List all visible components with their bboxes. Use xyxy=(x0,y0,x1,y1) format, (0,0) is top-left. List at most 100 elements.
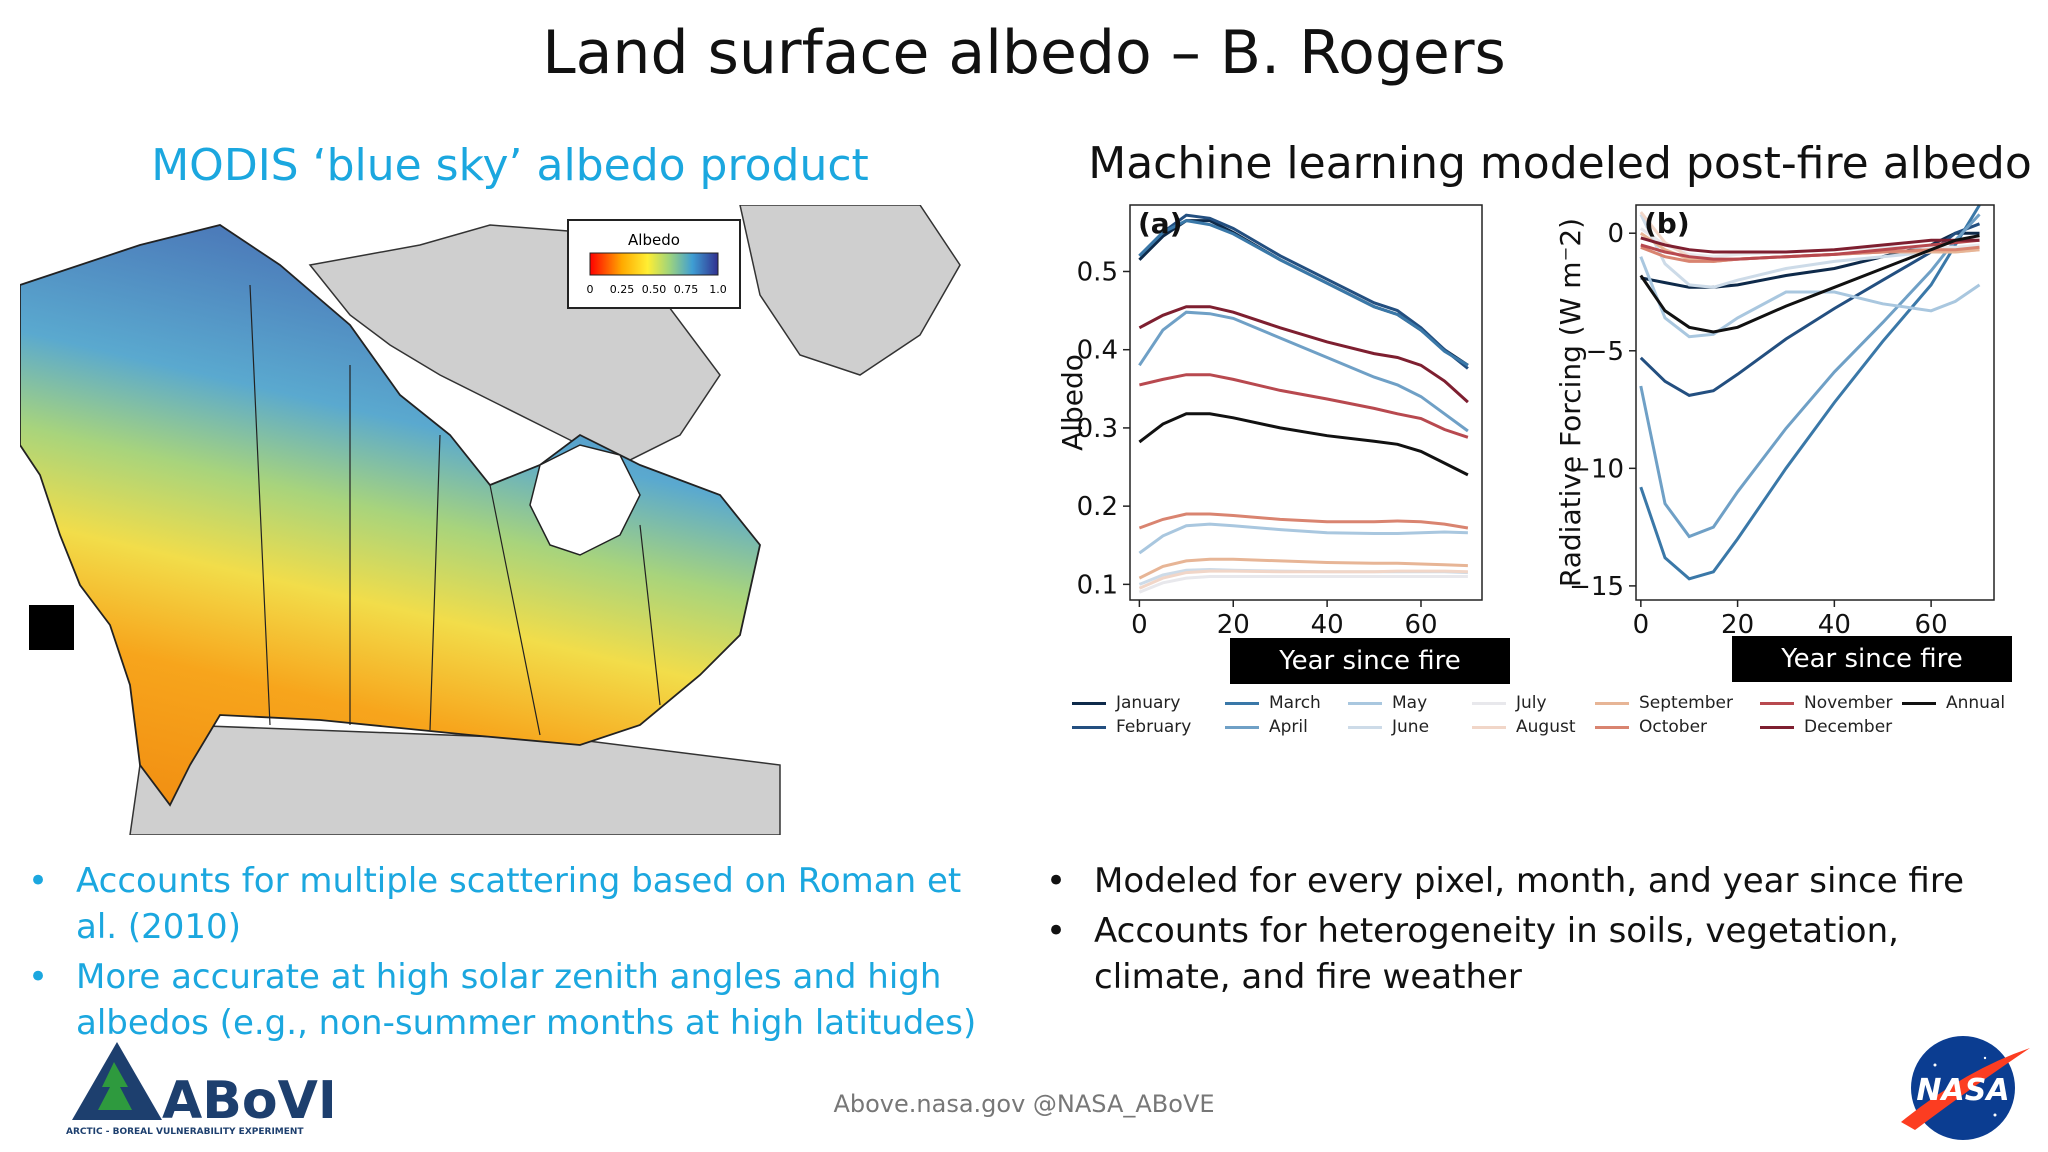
chart-a-xtick-label: 20 xyxy=(1217,610,1250,640)
chart-b-series xyxy=(1639,204,1981,581)
colorbar-tick-label: 0.25 xyxy=(610,283,635,296)
chart-a-line-september xyxy=(1138,557,1468,580)
legend-label: February xyxy=(1116,717,1192,737)
legend-label: June xyxy=(1392,717,1430,737)
province-borders xyxy=(249,284,661,736)
legend-item-november: November xyxy=(1760,692,1892,714)
chart-a-line-july xyxy=(1138,575,1468,594)
canada-alaska-land xyxy=(19,224,761,807)
greenland xyxy=(739,204,961,376)
svg-text:NASA: NASA xyxy=(1916,1073,2009,1108)
chart-b-panel-label: (b) xyxy=(1644,207,1690,240)
legend-item-january: January xyxy=(1072,692,1180,714)
chart-a-ytick-label: 0.5 xyxy=(1077,257,1118,287)
albedo-charts: 0 20 40 60 0.1 0.2 0.3 0.4 0.5 Albedo (a) 0 20 40 60 0−… xyxy=(1040,200,2040,760)
chart-b-xtick-label: 60 xyxy=(1915,610,1948,640)
left-bullets: Accounts for multiple scattering based o… xyxy=(20,858,1010,1050)
albedo-map: Albedo 0 0.25 0.50 0.75 1.0 xyxy=(19,204,1000,836)
chart-a-ytick-label: 0.1 xyxy=(1077,570,1118,600)
colorbar-tick-label: 0 xyxy=(587,283,594,296)
legend-item-august: August xyxy=(1472,716,1576,738)
chart-a-line-november xyxy=(1139,373,1469,439)
colorbar-tick-label: 1.0 xyxy=(709,283,727,296)
legend-swatch xyxy=(1760,701,1794,705)
legend-swatch xyxy=(1072,701,1106,705)
chart-legend: January February March April May June July Augu… xyxy=(1060,692,2020,752)
chart-a-line-december xyxy=(1138,305,1469,404)
footer-text: Above.nasa.gov @NASA_ABoVE xyxy=(833,1090,1215,1118)
svg-text:ARCTIC - BOREAL VULNERABILITY: ARCTIC - BOREAL VULNERABILITY EXPERIMENT xyxy=(66,1127,304,1137)
legend-label: Annual xyxy=(1946,693,2006,713)
chart-a-line-february xyxy=(1138,213,1469,370)
legend-swatch xyxy=(1595,701,1629,705)
chart-a-ytick-label: 0.2 xyxy=(1077,492,1118,522)
legend-item-december: December xyxy=(1760,716,1892,738)
chart-a-line-may xyxy=(1138,522,1468,555)
legend-item-may: May xyxy=(1348,692,1427,714)
chart-b-line-december xyxy=(1640,236,1980,254)
colorbar-tick-label: 0.75 xyxy=(674,283,699,296)
legend-label: October xyxy=(1639,717,1708,737)
left-bullet-2: More accurate at high solar zenith angle… xyxy=(20,954,1010,1046)
legend-swatch xyxy=(1072,725,1106,729)
chart-a-line-october xyxy=(1138,512,1469,530)
chart-b-xtick-label: 0 xyxy=(1633,610,1650,640)
chart-b-frame xyxy=(1635,204,1995,601)
legend-label: July xyxy=(1516,693,1547,713)
map-marker-square xyxy=(29,605,74,650)
right-bullet-2: Accounts for heterogeneity in soils, veg… xyxy=(1038,908,2018,1000)
chart-a-ytick-label: 0.4 xyxy=(1077,336,1118,366)
legend-item-february: February xyxy=(1072,716,1191,738)
svg-text:ABoVE: ABoVE xyxy=(162,1071,332,1131)
chart-a-panel-label: (a) xyxy=(1138,207,1183,240)
legend-swatch xyxy=(1595,725,1629,729)
right-subtitle: Machine learning modeled post-fire albed… xyxy=(1088,138,2032,189)
legend-label: April xyxy=(1269,717,1308,737)
usa-region xyxy=(129,724,781,836)
colorbar-tick-label: 0.50 xyxy=(642,283,667,296)
chart-b-ytick-label: −15 xyxy=(1569,572,1624,602)
legend-swatch xyxy=(1472,725,1506,729)
legend-item-september: September xyxy=(1595,692,1733,714)
chart-b-ylabel: Radiative Forcing (W m⁻2) xyxy=(1554,218,1587,587)
above-logo: ABoVE ARCTIC - BOREAL VULNERABILITY EXPE… xyxy=(62,1032,353,1137)
colorbar-ticks: 0 0.25 0.50 0.75 1.0 xyxy=(587,283,727,296)
chart-a-line-january xyxy=(1138,219,1469,367)
chart-b-ytick-label: −5 xyxy=(1586,337,1624,367)
chart-a-line-april xyxy=(1138,310,1469,433)
legend-item-march: March xyxy=(1225,692,1321,714)
legend-swatch xyxy=(1902,701,1936,705)
left-bullet-1: Accounts for multiple scattering based o… xyxy=(20,858,1010,950)
chart-a-ytick-label: 0.3 xyxy=(1077,414,1118,444)
chart-b-line-april xyxy=(1639,213,1981,539)
chart-a-xtick-label: 60 xyxy=(1404,610,1437,640)
chart-b-ytick-label: 0 xyxy=(1607,219,1624,249)
right-bullet-1: Modeled for every pixel, month, and year… xyxy=(1038,858,2018,904)
chart-a-line-annual xyxy=(1138,412,1469,477)
legend-swatch xyxy=(1225,701,1259,705)
chart-b-line-annual xyxy=(1639,234,1980,334)
legend-label: August xyxy=(1516,717,1576,737)
chart-a-line-march xyxy=(1138,219,1469,367)
legend-item-october: October xyxy=(1595,716,1707,738)
legend-label: November xyxy=(1804,693,1893,713)
legend-swatch xyxy=(1348,701,1382,705)
legend-label: September xyxy=(1639,693,1733,713)
colorbar-title: Albedo xyxy=(628,231,680,249)
chart-b-line-march xyxy=(1639,204,1981,581)
legend-item-june: June xyxy=(1348,716,1429,738)
legend-swatch xyxy=(1472,701,1506,705)
hudson-bay xyxy=(529,444,641,556)
chart-b-xtick-label: 40 xyxy=(1818,610,1851,640)
legend-item-july: July xyxy=(1472,692,1547,714)
chart-a-xtick-label: 0 xyxy=(1131,610,1148,640)
chart-b-ytick-label: −10 xyxy=(1569,454,1624,484)
chart-b-line-november xyxy=(1640,238,1980,261)
legend-label: May xyxy=(1392,693,1428,713)
chart-a-line-august xyxy=(1138,569,1468,590)
chart-a-ylabel: Albedo xyxy=(1056,354,1089,451)
legend-swatch xyxy=(1225,725,1259,729)
chart-a-series xyxy=(1138,213,1469,594)
legend-swatch xyxy=(1760,725,1794,729)
nasa-logo: NASA xyxy=(1895,1030,2035,1145)
